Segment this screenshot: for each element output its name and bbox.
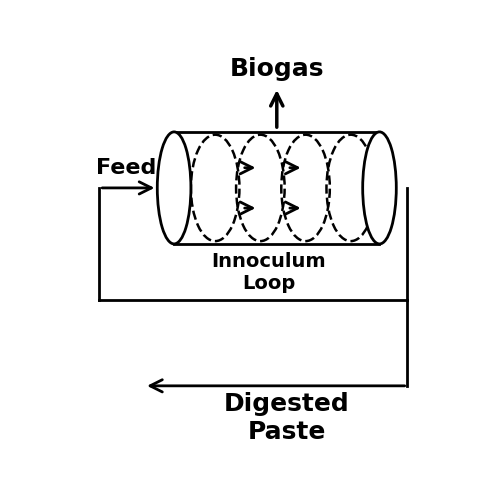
- Ellipse shape: [362, 133, 396, 244]
- Text: Digested
Paste: Digested Paste: [224, 392, 350, 443]
- Text: Innoculum
Loop: Innoculum Loop: [211, 252, 326, 293]
- Text: Biogas: Biogas: [230, 57, 324, 80]
- Ellipse shape: [158, 133, 191, 244]
- Text: Feed: Feed: [96, 157, 156, 177]
